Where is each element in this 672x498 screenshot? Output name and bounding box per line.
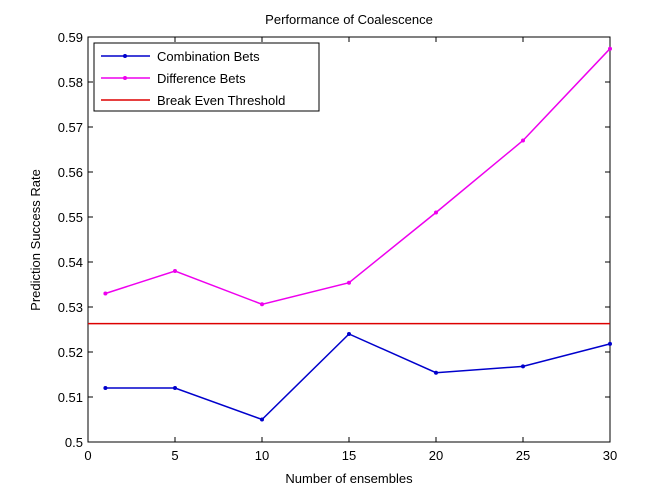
x-tick-label: 25 xyxy=(516,448,530,463)
y-tick-label: 0.53 xyxy=(58,300,83,315)
y-tick-label: 0.59 xyxy=(58,30,83,45)
data-point-difference-bets xyxy=(347,280,351,285)
y-tick-label: 0.55 xyxy=(58,210,83,225)
legend-marker-difference-bets xyxy=(123,76,127,80)
data-point-difference-bets xyxy=(608,46,612,51)
data-point-combination-bets xyxy=(434,370,438,375)
data-point-difference-bets xyxy=(173,269,177,273)
legend-label-difference-bets: Difference Bets xyxy=(157,71,246,86)
y-axis-label: Prediction Success Rate xyxy=(28,169,43,311)
x-axis-label: Number of ensembles xyxy=(285,471,413,486)
legend: Combination Bets Difference Bets Break Eve… xyxy=(93,42,320,112)
y-tick-label: 0.5 xyxy=(65,435,83,450)
data-point-difference-bets xyxy=(434,210,438,215)
chart-title: Performance of Coalescence xyxy=(265,12,433,27)
data-point-combination-bets xyxy=(521,364,525,369)
legend-marker-combination-bets xyxy=(123,54,127,58)
x-tick-label: 30 xyxy=(603,448,617,463)
series-layer xyxy=(88,46,612,422)
data-point-combination-bets xyxy=(173,386,177,390)
data-point-difference-bets xyxy=(260,302,264,307)
data-point-combination-bets xyxy=(608,341,612,346)
data-point-combination-bets xyxy=(260,417,264,422)
data-point-combination-bets xyxy=(347,332,351,336)
x-tick-label: 5 xyxy=(171,448,178,463)
y-tick-label: 0.51 xyxy=(58,390,83,405)
y-tick-label: 0.56 xyxy=(58,165,83,180)
y-tick-label: 0.57 xyxy=(58,120,83,135)
legend-label-combination-bets: Combination Bets xyxy=(157,49,260,64)
data-point-combination-bets xyxy=(103,386,108,390)
legend-label-break-even-threshold: Break Even Threshold xyxy=(157,93,285,108)
x-tick-label: 10 xyxy=(255,448,269,463)
y-axis-ticks: 0.5 0.51 0.52 0.53 0.54 0.55 0.56 0.57 0.58 0.59 xyxy=(58,30,610,450)
y-tick-label: 0.54 xyxy=(58,255,83,270)
y-tick-label: 0.52 xyxy=(58,345,83,360)
x-tick-label: 20 xyxy=(429,448,443,463)
x-tick-label: 0 xyxy=(84,448,91,463)
data-point-difference-bets xyxy=(103,291,108,296)
x-tick-label: 15 xyxy=(342,448,356,463)
x-axis-ticks: 0 5 10 15 20 25 30 xyxy=(84,37,617,463)
y-tick-label: 0.58 xyxy=(58,75,83,90)
data-point-difference-bets xyxy=(521,138,525,143)
